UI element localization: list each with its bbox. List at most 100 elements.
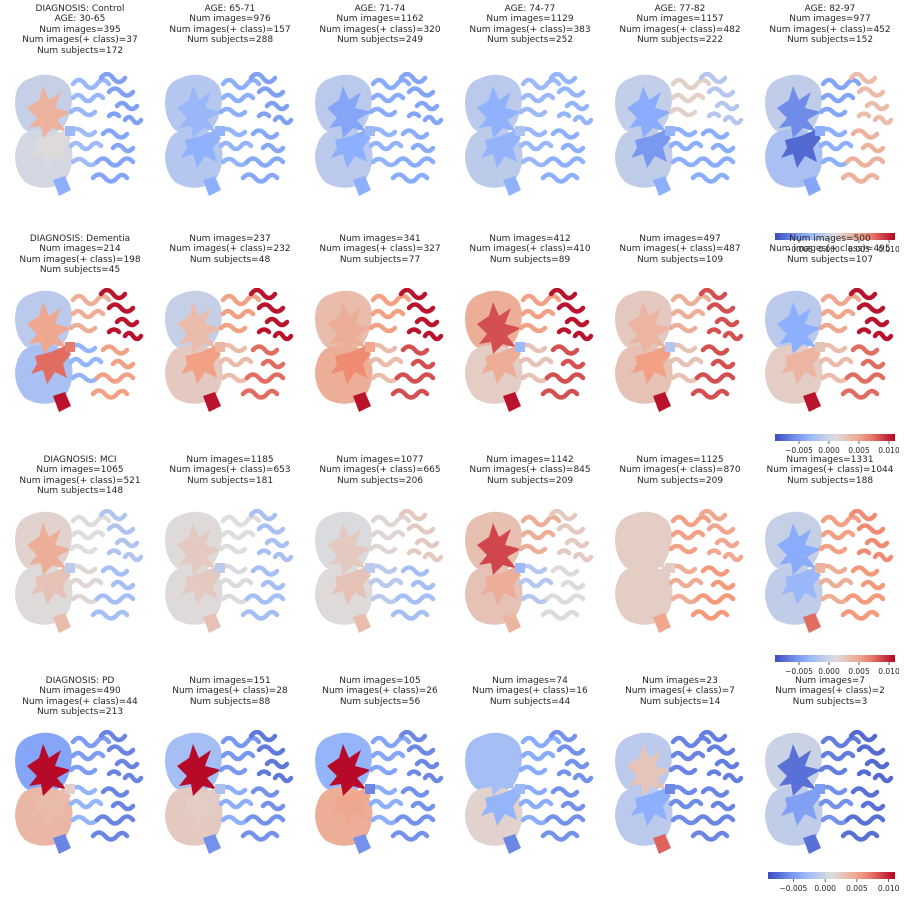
region-cortex-lower-right xyxy=(540,565,586,621)
region-ventricle-bottom xyxy=(31,788,71,826)
panel-title: Num images=497 Num images(+ class)=487 Num… xyxy=(605,234,755,265)
region-bottom-tail xyxy=(203,834,221,854)
colorbar-tick-label: 0.000 xyxy=(814,884,836,893)
region-cortex-lower-right xyxy=(690,786,736,842)
colorbar-tick-label: 0.005 xyxy=(848,245,870,254)
region-cortex-upper-right xyxy=(98,730,144,784)
brain-heatmap xyxy=(15,730,144,854)
panel-title-line: Num images=23 xyxy=(642,676,718,686)
region-cortex-lower-right xyxy=(90,565,136,621)
region-cortex-upper-right xyxy=(398,509,444,563)
region-bottom-tail xyxy=(803,613,821,633)
region-ventricle-top xyxy=(177,744,221,796)
panel-title: Num images=1142 Num images(+ class)=845 Nu… xyxy=(455,455,605,486)
region-ventricle-bottom xyxy=(631,567,671,605)
region-ventricle-top xyxy=(327,523,371,575)
brain-heatmap xyxy=(465,509,594,633)
colorbar-tick-label: −0.005 xyxy=(785,667,813,676)
panel-title-line: Num subjects=45 xyxy=(39,265,121,276)
panel-title-line: DIAGNOSIS: Dementia xyxy=(29,234,131,244)
region-bottom-tail xyxy=(353,613,371,633)
region-cortex-upper-right xyxy=(848,288,894,342)
panel-title-line: Num images(+ class)=157 xyxy=(169,24,291,35)
panel-title-line: Num subjects=249 xyxy=(336,35,424,46)
region-ventricle-top xyxy=(327,744,371,796)
region-ventricle-bottom xyxy=(331,346,371,384)
panel-title-line: AGE: 71-74 xyxy=(354,4,406,14)
panel-title-line: Num images=500 xyxy=(789,234,871,244)
brain-heatmap xyxy=(165,72,294,196)
region-ventricle-top xyxy=(777,523,821,575)
colorbar-tick-label: 0.005 xyxy=(846,884,868,893)
region-ventricle-bottom xyxy=(31,130,71,168)
panel-title-line: Num images(+ class)=1044 xyxy=(766,465,894,476)
panel-title: Num images=500 Num images(+ class)=495 Num… xyxy=(755,234,905,265)
brain-heatmap xyxy=(315,730,444,854)
panel-title: Num images=1125 Num images(+ class)=870 Nu… xyxy=(605,455,755,486)
colorbar-tick-label: 0.010 xyxy=(878,446,899,455)
panel-title-line: Num subjects=288 xyxy=(186,35,274,46)
region-cortex-lower-right xyxy=(690,344,736,400)
panel-title-line: Num images=1065 xyxy=(36,465,124,476)
region-ventricle-bottom xyxy=(781,130,821,168)
region-cortex-lower-right xyxy=(540,786,586,842)
region-cortex-upper-right xyxy=(698,730,744,784)
region-cortex-upper-left xyxy=(518,514,562,555)
region-ventricle-top xyxy=(177,302,221,354)
panel-title-line: Num subjects=252 xyxy=(486,35,574,46)
panel-title-line: Num subjects=107 xyxy=(786,254,874,265)
brain-heatmap xyxy=(315,509,444,633)
region-center-spot xyxy=(815,563,825,573)
panel-title: DIAGNOSIS: Control AGE: 30-65 Num images=3… xyxy=(5,4,155,56)
panel-title-line: DIAGNOSIS: PD xyxy=(45,676,115,686)
region-cortex-upper-right xyxy=(398,730,444,784)
panel-title-line: Num images=74 xyxy=(492,676,568,686)
region-bottom-tail xyxy=(653,613,671,633)
colorbar-tick-label: −0.005 xyxy=(780,884,808,893)
brain-heatmap xyxy=(765,288,894,412)
region-ventricle-bottom xyxy=(181,788,221,826)
region-ventricle-top xyxy=(627,302,671,354)
brain-heatmap xyxy=(765,72,894,196)
brain-heatmap xyxy=(465,72,594,196)
panel-title-line: Num subjects=188 xyxy=(786,475,874,486)
panel-title-line: Num images(+ class)=198 xyxy=(19,254,141,265)
region-ventricle-top xyxy=(327,302,371,354)
panel-title: Num images=1185 Num images(+ class)=653 Nu… xyxy=(155,455,305,486)
panel-title-line: Num images(+ class)=37 xyxy=(22,35,138,46)
panel-title-line: Num subjects=148 xyxy=(36,486,124,497)
panel-title: AGE: 74-77 Num images=1129 Num images(+ cl… xyxy=(455,4,605,46)
panel-title-line: Num subjects=56 xyxy=(339,696,421,707)
panel-title-line: Num images=497 xyxy=(639,234,721,244)
region-center-spot xyxy=(815,126,825,136)
brain-heatmap xyxy=(765,509,894,633)
panel-title-line: Num images(+ class)=482 xyxy=(619,24,741,35)
brain-heatmap xyxy=(15,72,144,196)
panel-title: AGE: 82-97 Num images=977 Num images(+ cla… xyxy=(755,4,905,46)
region-bottom-tail xyxy=(203,613,221,633)
region-cortex-upper-left xyxy=(218,77,262,118)
panel-title-line: Num images(+ class)=44 xyxy=(22,696,138,707)
panel-title: Num images=237 Num images(+ class)=232 Num… xyxy=(155,234,305,265)
panel-title: AGE: 65-71 Num images=976 Num images(+ cla… xyxy=(155,4,305,46)
panel-title-line: AGE: 74-77 xyxy=(504,4,556,14)
panel-title: DIAGNOSIS: Dementia Num images=214 Num ima… xyxy=(5,234,155,276)
panel-title-line: Num images(+ class)=452 xyxy=(769,24,891,35)
region-cortex-upper-right xyxy=(248,509,294,563)
brain-heatmap xyxy=(315,72,444,196)
region-center-spot xyxy=(65,342,75,352)
region-center-spot xyxy=(815,342,825,352)
panel-title-line: Num images(+ class)=845 xyxy=(469,465,591,476)
panel-title: Num images=74 Num images(+ class)=16 Num s… xyxy=(455,676,605,707)
panel-title-line: Num subjects=213 xyxy=(36,707,124,718)
colorbar-tick-label: 0.000 xyxy=(818,446,840,455)
region-cortex-upper-right xyxy=(698,72,744,126)
region-ventricle-top xyxy=(477,744,521,796)
panel-title-line: Num images(+ class)=495 xyxy=(769,244,891,255)
panel-title-line: Num images(+ class)=26 xyxy=(322,686,438,697)
colorbar: −0.005 0.000 0.005 0.010 xyxy=(768,872,900,900)
region-bottom-tail xyxy=(203,176,221,196)
panel-title: Num images=105 Num images(+ class)=26 Num … xyxy=(305,676,455,707)
panel-title-line: Num images=490 xyxy=(39,686,121,697)
region-bottom-tail xyxy=(503,834,521,854)
